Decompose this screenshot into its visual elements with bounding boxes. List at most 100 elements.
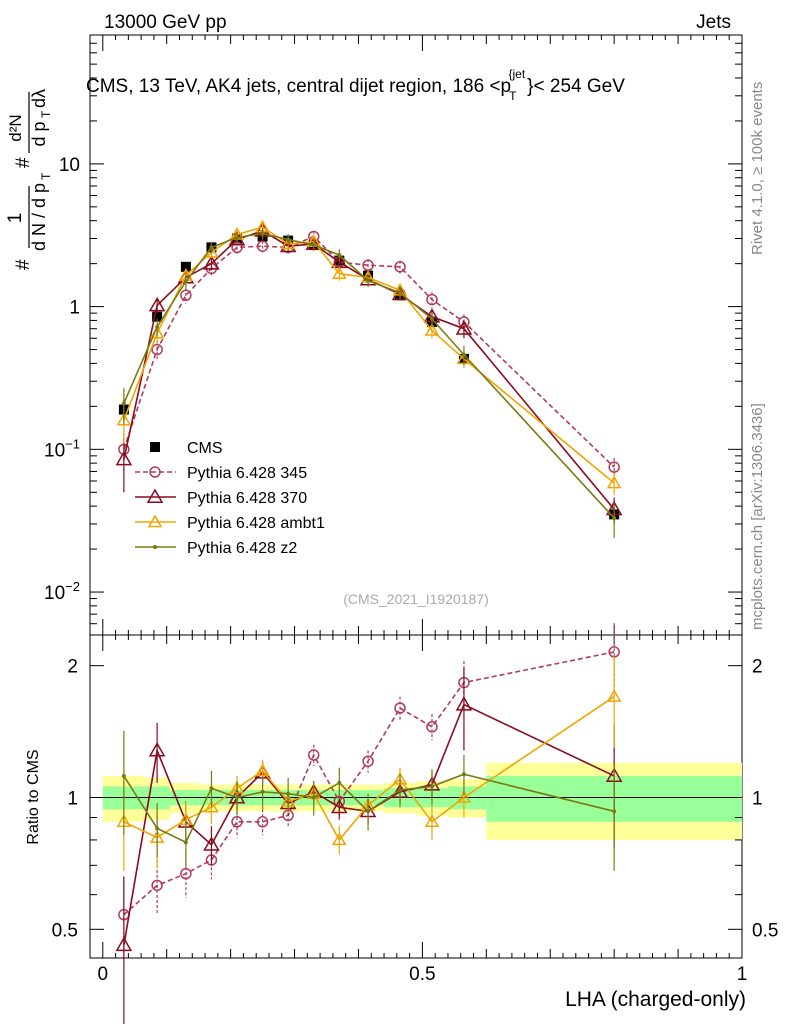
ratio-point-z2 <box>461 772 466 777</box>
x-tick-label: 0 <box>97 964 108 985</box>
ratio-point-p345 <box>151 879 163 892</box>
ratio-y-tick-label-right: 2 <box>752 657 763 678</box>
ratio-y-tick-label-right: 1 <box>752 788 763 809</box>
ratio-point-ambt1 <box>456 789 472 803</box>
ratio-point-p370 <box>455 696 473 711</box>
main-point-p370 <box>115 450 133 466</box>
ratio-point-p370 <box>148 742 166 757</box>
main-point-z2 <box>183 279 188 284</box>
legend: CMS Pythia 6.428 345 Pythia 6.428 370 Pythi… <box>135 440 325 557</box>
main-point-cms <box>180 261 191 272</box>
main-point-z2 <box>209 245 214 250</box>
main-point-z2 <box>461 352 466 357</box>
main-point-z2 <box>398 290 403 295</box>
ratio-point-ambt1 <box>424 814 440 828</box>
main-point-p370 <box>203 255 220 270</box>
svg-text:d p: d p <box>29 121 49 146</box>
svg-text:d N / d p: d N / d p <box>29 183 49 251</box>
ratio-point-z2 <box>260 789 265 794</box>
header-right: Jets <box>696 12 731 33</box>
ratio-y-tick-label-left: 0.5 <box>52 920 78 941</box>
legend-marker-p345 <box>149 466 161 478</box>
main-point-z2 <box>337 252 342 257</box>
ratio-y-axis-title: Ratio to CMS <box>25 749 42 844</box>
ratio-point-p345 <box>426 721 438 733</box>
main-point-p345 <box>394 261 406 273</box>
main-point-z2 <box>366 278 371 283</box>
legend-marker-ambt1 <box>147 514 163 528</box>
x-tick-label: 0.5 <box>409 964 435 985</box>
y-tick-label: 10−2 <box>44 579 80 604</box>
ratio-point-ambt1 <box>606 689 622 702</box>
main-point-p370 <box>455 320 473 335</box>
main-point-z2 <box>235 235 240 240</box>
main-point-ambt1 <box>424 322 440 336</box>
main-point-p370 <box>148 296 166 312</box>
main-point-cms <box>152 311 163 322</box>
ratio-point-p370 <box>331 798 348 814</box>
legend-marker-z2 <box>153 545 157 549</box>
svg-text:dλ: dλ <box>29 89 49 108</box>
ratio-y-tick-label-left: 1 <box>67 788 78 809</box>
main-point-ambt1 <box>116 412 132 426</box>
title-sub: T <box>509 89 517 103</box>
legend-label-cms: CMS <box>187 440 223 457</box>
ratio-point-ambt1 <box>255 763 270 777</box>
watermark: (CMS_2021_I1920187) <box>343 591 489 607</box>
main-line-p345 <box>123 235 615 468</box>
y-tick-label: 1 <box>69 298 80 319</box>
legend-label-z2: Pythia 6.428 z2 <box>187 540 297 557</box>
main-line-z2 <box>123 232 615 519</box>
rivet-label: Rivet 4.1.0, ≥ 100k events <box>749 82 766 255</box>
ratio-point-z2 <box>155 826 160 831</box>
x-tick-label: 1 <box>737 964 748 985</box>
main-point-z2 <box>286 237 291 242</box>
svg-text:T: T <box>39 110 53 118</box>
ratio-point-z2 <box>235 795 240 800</box>
ratio-point-z2 <box>337 780 342 785</box>
ratio-point-p345 <box>394 702 406 714</box>
chart-title: CMS, 13 TeV, AK4 jets, central dijet reg… <box>86 67 625 103</box>
ratio-point-p345 <box>362 755 374 767</box>
legend-label-p370: Pythia 6.428 370 <box>187 490 307 507</box>
ratio-point-z2 <box>121 773 126 778</box>
svg-text:#: # <box>13 157 34 168</box>
ratio-point-z2 <box>366 809 371 814</box>
ratio-y-tick-label-right: 0.5 <box>752 920 778 941</box>
legend-label-ambt1: Pythia 6.428 ambt1 <box>187 515 325 532</box>
ratio-point-p345 <box>231 816 243 828</box>
main-point-ambt1 <box>606 475 622 489</box>
ratio-point-z2 <box>398 788 403 793</box>
main-point-p345 <box>608 461 620 473</box>
ratio-axes: 0 0.5 1 0.5 0.5 1 1 2 2 <box>52 635 778 985</box>
ratio-point-ambt1 <box>332 832 347 846</box>
main-point-z2 <box>429 316 434 321</box>
ratio-point-z2 <box>429 784 434 789</box>
main-series <box>115 219 623 538</box>
y-tick-label: 10−1 <box>44 436 80 461</box>
svg-text:d²N: d²N <box>6 114 25 141</box>
ratio-point-z2 <box>209 786 214 791</box>
ratio-point-z2 <box>286 791 291 796</box>
main-point-z2 <box>121 401 126 406</box>
main-point-ambt1 <box>332 266 347 279</box>
legend-marker-p370 <box>146 488 164 503</box>
ratio-line-z2 <box>123 773 615 844</box>
svg-text:T: T <box>39 172 53 180</box>
main-axes: 10−2 10−1 1 10 <box>44 34 743 636</box>
ratio-point-ambt1 <box>204 799 219 813</box>
ratio-point-p345 <box>307 749 320 761</box>
ratio-point-p370 <box>115 936 133 952</box>
header-left: 13000 GeV pp <box>104 12 227 33</box>
main-point-p345 <box>426 293 438 306</box>
legend-marker-cms <box>150 442 160 452</box>
ratio-point-z2 <box>183 840 188 845</box>
main-point-p345 <box>256 240 269 252</box>
svg-text:#: # <box>13 259 34 270</box>
main-point-z2 <box>260 231 265 236</box>
ratio-point-p345 <box>180 867 192 880</box>
main-y-axis-title: # 1 d N / d p T # d²N d p T dλ <box>5 89 53 270</box>
legend-label-p345: Pythia 6.428 345 <box>187 465 307 482</box>
x-axis-title: LHA (charged-only) <box>565 988 746 1011</box>
